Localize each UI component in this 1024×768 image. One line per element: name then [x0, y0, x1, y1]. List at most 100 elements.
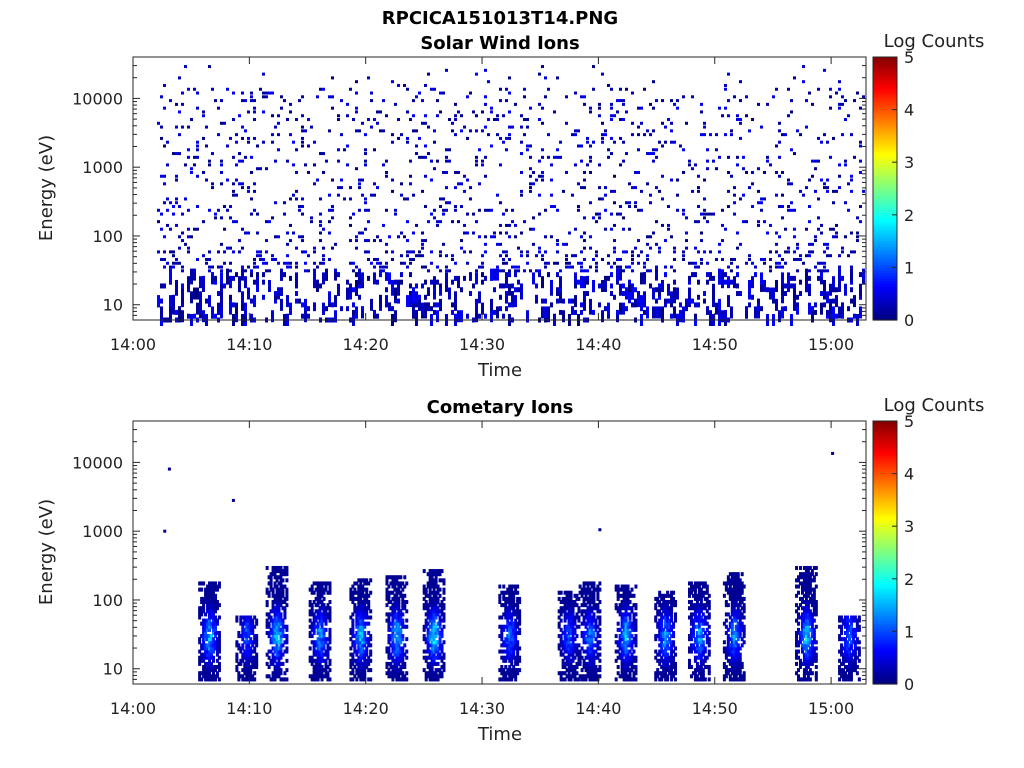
data-pixel: [512, 640, 516, 645]
data-pixel: [580, 186, 583, 190]
data-pixel: [499, 163, 502, 167]
data-pixel: [426, 649, 430, 654]
colorbar-segment: [873, 243, 897, 247]
data-pixel: [322, 254, 325, 258]
data-pixel: [445, 186, 448, 190]
data-pixel: [433, 216, 436, 220]
colorbar-segment: [873, 177, 897, 182]
data-pixel: [353, 658, 357, 663]
data-pixel: [262, 91, 265, 95]
data-pixel: [399, 609, 403, 614]
data-pixel: [618, 637, 622, 642]
data-pixel: [220, 121, 223, 125]
colorbar-segment: [873, 212, 897, 216]
data-pixel: [567, 624, 571, 629]
data-pixel: [289, 265, 292, 269]
data-pixel: [206, 593, 210, 598]
data-pixel: [622, 643, 626, 648]
data-pixel: [499, 201, 502, 205]
data-pixel: [654, 603, 658, 608]
data-pixel: [430, 640, 434, 645]
data-pixel: [567, 596, 571, 601]
data-pixel: [376, 313, 379, 319]
data-pixel: [251, 665, 255, 670]
data-pixel: [281, 587, 285, 592]
data-pixel: [281, 621, 285, 626]
data-pixel: [541, 174, 544, 178]
data-pixel: [499, 306, 502, 312]
data-pixel: [508, 624, 512, 629]
data-pixel: [584, 593, 588, 598]
data-pixel: [799, 133, 802, 137]
data-pixel: [624, 584, 628, 589]
data-pixel: [622, 621, 626, 626]
data-pixel: [255, 643, 259, 648]
data-pixel: [395, 615, 399, 620]
colorbar-segment: [873, 117, 897, 121]
data-pixel: [596, 655, 600, 660]
data-pixel: [667, 283, 670, 296]
data-pixel: [355, 661, 359, 666]
data-pixel: [281, 634, 285, 639]
data-pixel: [571, 649, 575, 654]
data-pixel: [763, 261, 766, 265]
data-pixel: [727, 72, 730, 76]
data-pixel: [232, 193, 235, 197]
data-pixel: [850, 250, 853, 254]
data-pixel: [584, 587, 588, 592]
data-pixel: [436, 612, 440, 617]
data-pixel: [838, 80, 841, 84]
data-pixel: [271, 637, 275, 642]
data-pixel: [256, 254, 259, 258]
data-pixel: [561, 671, 565, 676]
data-pixel: [748, 186, 751, 190]
data-pixel: [208, 250, 211, 254]
data-pixel: [212, 637, 216, 642]
colorbar-segment: [873, 191, 897, 195]
data-pixel: [544, 265, 547, 269]
data-pixel: [607, 148, 610, 152]
data-pixel: [436, 587, 440, 592]
data-pixel: [835, 287, 838, 293]
data-pixel: [426, 665, 430, 670]
data-pixel: [562, 310, 565, 323]
data-pixel: [328, 618, 332, 623]
data-pixel: [275, 640, 279, 645]
data-pixel: [255, 634, 259, 639]
data-pixel: [295, 272, 298, 285]
data-pixel: [275, 600, 279, 605]
data-pixel: [349, 652, 353, 657]
data-pixel: [512, 630, 516, 635]
data-pixel: [363, 658, 367, 663]
data-pixel: [451, 121, 454, 125]
data-pixel: [245, 624, 249, 629]
data-pixel: [312, 671, 316, 676]
data-pixel: [422, 596, 426, 601]
data-pixel: [619, 212, 622, 216]
data-pixel: [169, 279, 172, 285]
data-pixel: [592, 618, 596, 623]
data-pixel: [481, 261, 484, 265]
data-pixel: [349, 671, 353, 676]
data-pixel: [445, 254, 448, 258]
data-pixel: [238, 239, 241, 243]
data-pixel: [367, 615, 371, 620]
data-pixel: [724, 272, 727, 278]
data-pixel: [632, 621, 636, 626]
colorbar-segment: [873, 233, 897, 237]
data-pixel: [255, 618, 259, 623]
data-pixel: [841, 302, 844, 315]
data-pixel: [312, 646, 316, 651]
data-pixel: [628, 634, 632, 639]
data-pixel: [630, 627, 634, 632]
data-pixel: [445, 208, 448, 212]
data-pixel: [202, 596, 206, 601]
data-pixel: [239, 661, 243, 666]
data-pixel: [628, 643, 632, 648]
data-pixel: [169, 265, 172, 269]
data-pixel: [397, 83, 400, 87]
data-pixel: [328, 208, 331, 212]
data-pixel: [405, 618, 409, 623]
data-pixel: [412, 302, 415, 315]
data-pixel: [274, 159, 277, 163]
